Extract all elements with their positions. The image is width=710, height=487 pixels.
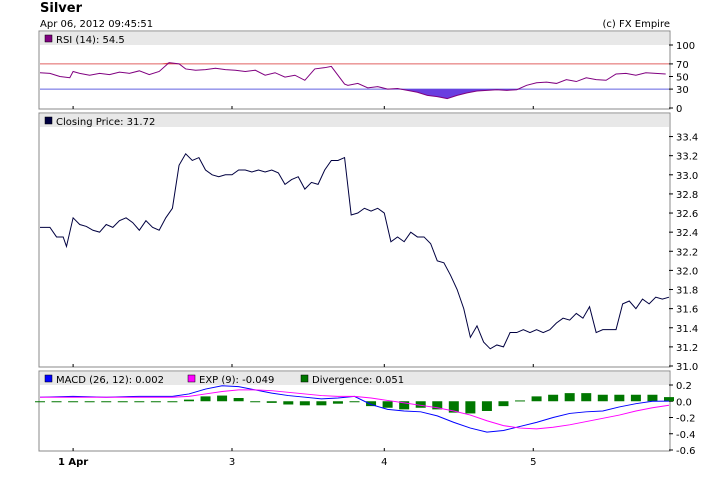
divergence-bar [101, 401, 112, 403]
price-tick-label: 32.0 [676, 266, 698, 277]
divergence-bar [647, 394, 658, 402]
exp-legend-swatch [187, 374, 196, 383]
price-frame [38, 112, 671, 368]
price-tick-label: 32.2 [676, 247, 698, 258]
price-tick-label: 32.8 [676, 190, 698, 201]
divergence-bar [399, 401, 410, 410]
macd-panel: MACD (26, 12): 0.002 EXP (9): -0.049 Div… [35, 370, 696, 457]
macd-tick-label: -0.6 [676, 446, 696, 457]
divergence-bar [266, 401, 277, 403]
price-legend-bar [40, 114, 669, 127]
rsi-tick-label: 50 [676, 73, 689, 84]
divergence-bar [84, 401, 95, 403]
divergence-bar [35, 401, 45, 403]
price-tick-label: 31.8 [676, 286, 698, 297]
price-tick-label: 31.0 [676, 362, 698, 373]
divergence-bar [51, 401, 62, 403]
divergence-bar [217, 395, 228, 402]
rsi-legend-swatch [44, 34, 53, 43]
price-series-line [40, 152, 670, 350]
rsi-tick-label: 70 [676, 60, 689, 71]
price-panel: Closing Price: 31.72 31.0 31.2 31.4 31.6 31.… [38, 112, 698, 373]
rsi-legend-bar [40, 32, 669, 45]
divergence-legend-swatch [300, 374, 309, 383]
divergence-bar [68, 401, 79, 403]
divergence-bar [366, 401, 377, 407]
divergence-bar [581, 393, 592, 402]
price-legend-swatch [44, 116, 53, 125]
rsi-legend: RSI (14): 54.5 [56, 35, 125, 46]
price-tick-label: 31.6 [676, 305, 698, 316]
macd-legend-swatch [44, 374, 53, 383]
macd-tick-label: -0.2 [676, 414, 696, 425]
divergence-bar [664, 397, 674, 402]
divergence-bar [548, 394, 559, 402]
divergence-bar [415, 401, 426, 408]
chart-title: Silver [40, 1, 83, 16]
macd-tick-label: -0.4 [676, 430, 696, 441]
divergence-bar [250, 401, 261, 403]
divergence-bar [283, 401, 294, 405]
price-tick-label: 33.2 [676, 152, 698, 163]
chart-credit: (c) FX Empire [603, 19, 671, 30]
divergence-bar [117, 401, 128, 403]
price-tick-label: 31.4 [676, 324, 698, 335]
price-tick-label: 33.0 [676, 171, 698, 182]
divergence-bar [597, 394, 608, 402]
rsi-series-line [39, 62, 666, 100]
divergence-bar [481, 401, 492, 411]
macd-series-line [39, 385, 670, 433]
divergence-bar [233, 398, 244, 402]
divergence-bar [382, 401, 393, 408]
x-tick-label: 1 Apr [58, 457, 88, 468]
divergence-bar [564, 393, 575, 402]
divergence-bar [465, 401, 476, 414]
price-tick-label: 32.6 [676, 209, 698, 220]
divergence-bar [299, 401, 310, 406]
divergence-bar [349, 401, 360, 403]
x-tick-label: 4 [381, 457, 387, 468]
divergence-bar [531, 396, 542, 402]
rsi-overbought-area [40, 62, 666, 64]
divergence-legend: Divergence: 0.051 [312, 375, 404, 386]
x-tick-label: 5 [530, 457, 536, 468]
macd-legend: MACD (26, 12): 0.002 [56, 375, 164, 386]
divergence-bar [614, 394, 625, 402]
rsi-tick-label: 30 [676, 85, 689, 96]
divergence-bar [150, 401, 161, 403]
price-tick-label: 32.4 [676, 228, 698, 239]
divergence-bar [432, 401, 443, 410]
macd-tick-label: 0.0 [676, 397, 692, 408]
price-tick-label: 33.4 [676, 133, 698, 144]
divergence-bar [630, 394, 641, 402]
divergence-bar [316, 401, 327, 406]
divergence-bar [332, 401, 343, 404]
exp-legend: EXP (9): -0.049 [199, 375, 274, 386]
divergence-bar [515, 400, 526, 402]
exp-series-line [40, 389, 670, 430]
x-axis: 1 Apr 3 4 5 [58, 106, 536, 468]
macd-tick-label: 0.2 [676, 381, 692, 392]
chart-timestamp: Apr 06, 2012 09:45:51 [40, 19, 153, 30]
divergence-bar [134, 401, 145, 403]
divergence-bar [167, 401, 178, 403]
divergence-bar [183, 399, 194, 402]
divergence-bar [498, 401, 509, 407]
rsi-tick-label: 100 [676, 41, 695, 52]
x-tick-label: 3 [229, 457, 235, 468]
divergence-bar [448, 401, 459, 413]
price-tick-label: 31.2 [676, 343, 698, 354]
price-legend: Closing Price: 31.72 [56, 117, 155, 128]
divergence-bar [200, 396, 211, 402]
rsi-tick-label: 0 [676, 104, 682, 115]
macd-legend-bar [40, 372, 669, 385]
